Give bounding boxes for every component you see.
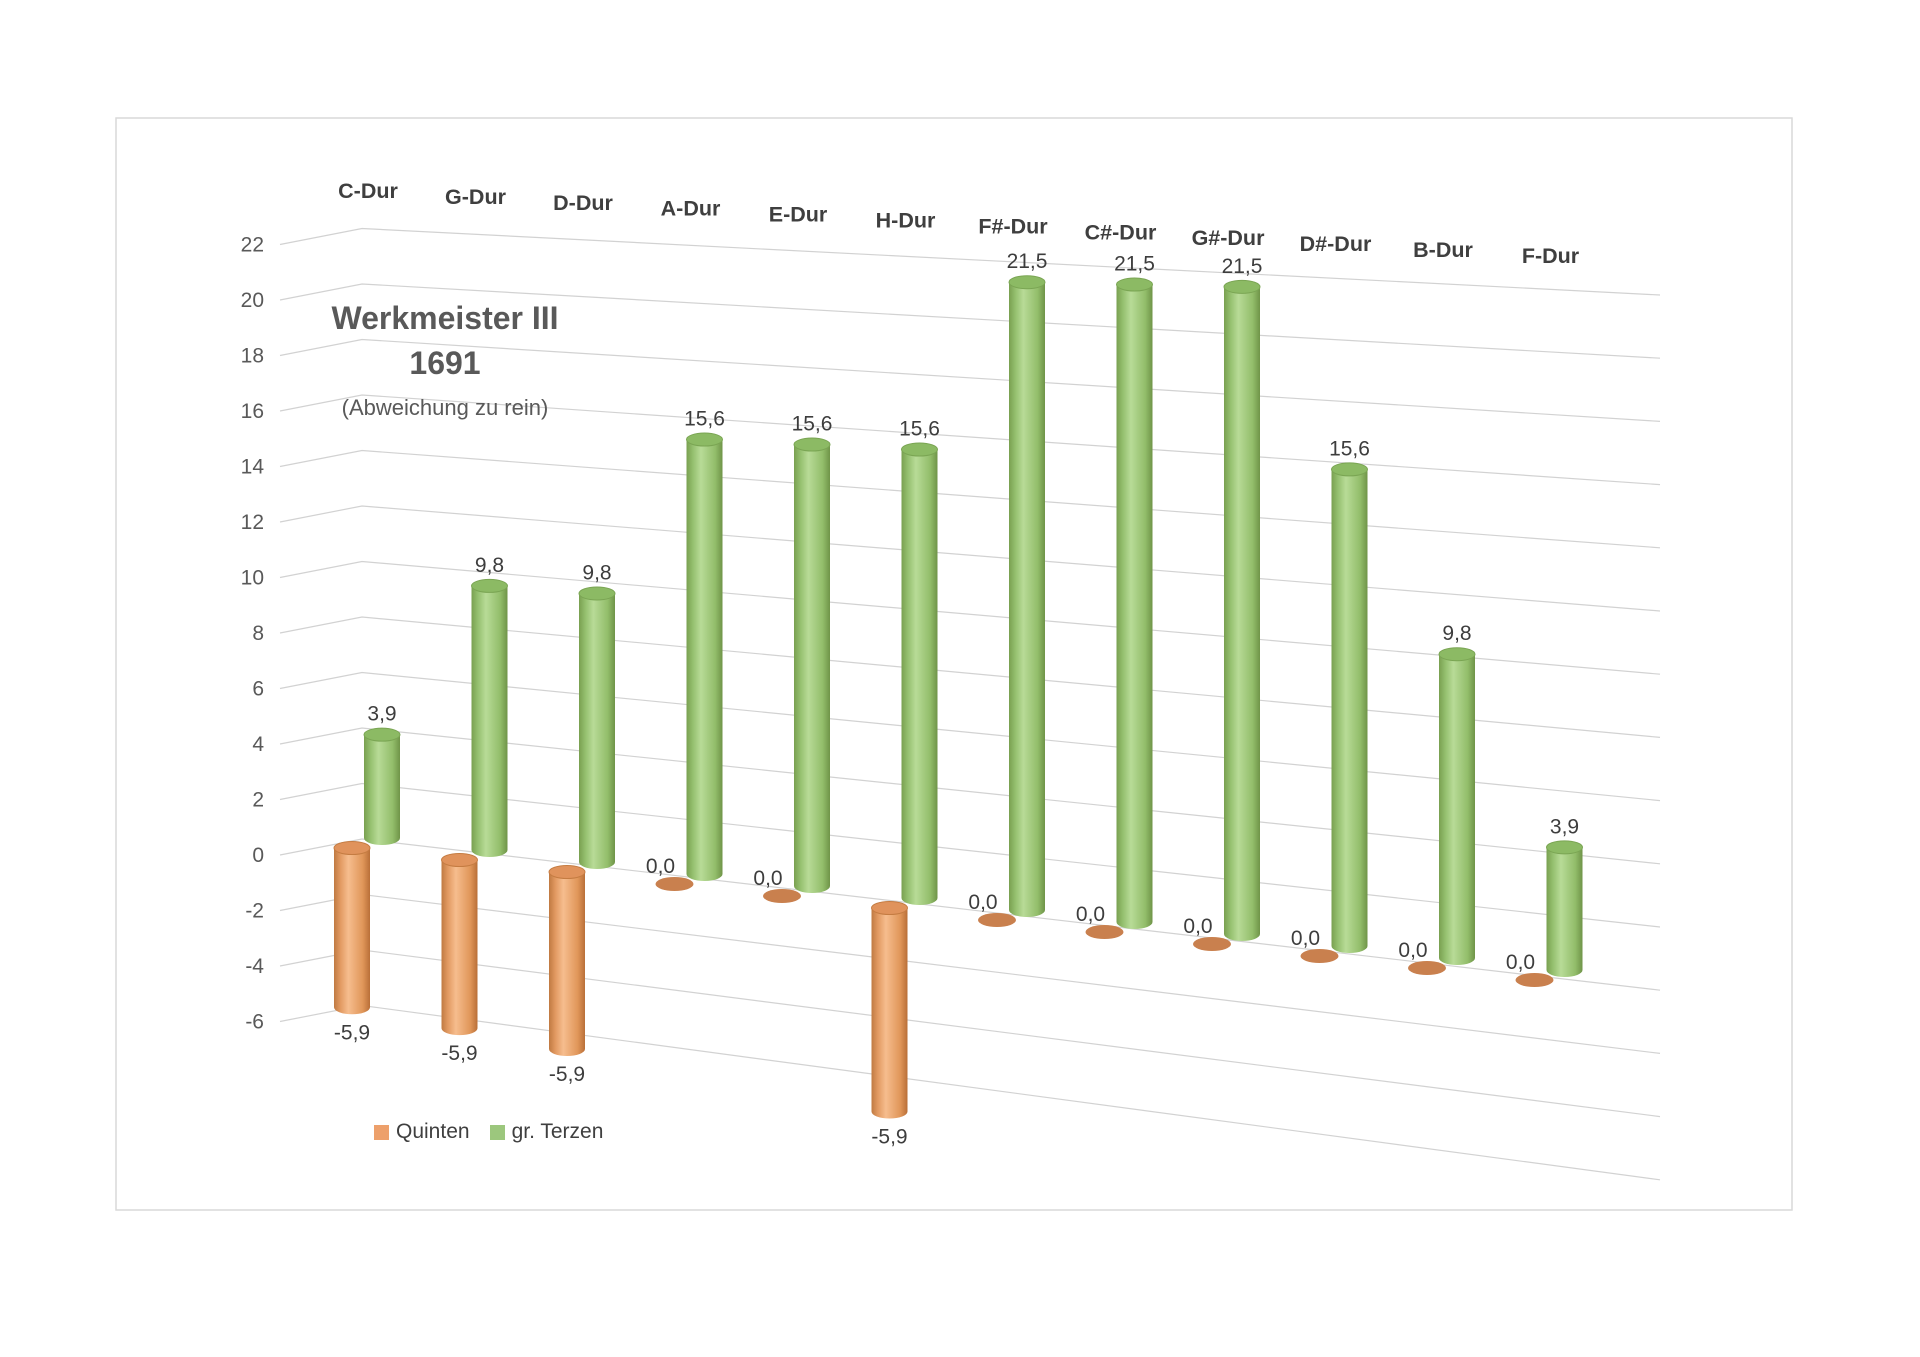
svg-text:C#-Dur: C#-Dur bbox=[1085, 220, 1157, 244]
svg-text:0,0: 0,0 bbox=[1076, 903, 1105, 926]
svg-text:3,9: 3,9 bbox=[367, 703, 396, 726]
quinten-swatch-icon bbox=[374, 1124, 389, 1140]
svg-text:15,6: 15,6 bbox=[1329, 437, 1370, 460]
svg-text:C-Dur: C-Dur bbox=[338, 179, 398, 203]
svg-text:0,0: 0,0 bbox=[1291, 927, 1320, 950]
svg-text:14: 14 bbox=[241, 456, 265, 479]
legend-item-terzen: gr. Terzen bbox=[489, 1120, 604, 1143]
svg-text:A-Dur: A-Dur bbox=[661, 197, 721, 221]
svg-text:22: 22 bbox=[241, 234, 264, 257]
svg-text:0,0: 0,0 bbox=[1506, 951, 1535, 974]
chart-legend: Quinten gr. Terzen bbox=[374, 1121, 603, 1143]
svg-text:8: 8 bbox=[252, 622, 264, 645]
svg-text:0,0: 0,0 bbox=[1183, 915, 1212, 938]
svg-text:20: 20 bbox=[241, 289, 264, 312]
svg-text:9,8: 9,8 bbox=[582, 561, 611, 584]
svg-text:0,0: 0,0 bbox=[1398, 939, 1427, 962]
svg-text:F-Dur: F-Dur bbox=[1522, 244, 1580, 268]
svg-text:10: 10 bbox=[241, 567, 264, 590]
svg-text:-4: -4 bbox=[245, 955, 264, 978]
svg-text:18: 18 bbox=[241, 345, 264, 368]
svg-text:G-Dur: G-Dur bbox=[445, 185, 507, 209]
svg-text:21,5: 21,5 bbox=[1007, 250, 1048, 273]
chart-title: Werkmeister III bbox=[331, 300, 559, 336]
svg-text:G#-Dur: G#-Dur bbox=[1192, 226, 1266, 250]
chart-title-block: Werkmeister III 1691 (Abweichung zu rein… bbox=[245, 300, 645, 421]
svg-text:0,0: 0,0 bbox=[968, 891, 997, 914]
svg-text:15,6: 15,6 bbox=[684, 408, 725, 431]
svg-text:9,8: 9,8 bbox=[1442, 622, 1471, 645]
svg-text:-6: -6 bbox=[245, 1011, 264, 1034]
svg-text:0,0: 0,0 bbox=[753, 867, 782, 890]
legend-label-terzen: gr. Terzen bbox=[511, 1120, 604, 1143]
chart-subtitle: 1691 bbox=[409, 345, 481, 381]
svg-text:12: 12 bbox=[241, 511, 264, 534]
svg-text:4: 4 bbox=[252, 733, 264, 756]
svg-text:6: 6 bbox=[252, 678, 264, 701]
svg-text:2: 2 bbox=[252, 789, 264, 812]
svg-text:-5,9: -5,9 bbox=[334, 1021, 370, 1044]
svg-text:H-Dur: H-Dur bbox=[876, 209, 936, 233]
legend-label-quinten: Quinten bbox=[396, 1120, 470, 1143]
svg-text:-2: -2 bbox=[245, 900, 264, 923]
legend-item-quinten: Quinten bbox=[374, 1121, 470, 1143]
svg-text:F#-Dur: F#-Dur bbox=[978, 214, 1048, 238]
svg-text:D-Dur: D-Dur bbox=[553, 191, 613, 215]
svg-text:9,8: 9,8 bbox=[475, 554, 504, 577]
terzen-swatch-icon bbox=[489, 1124, 505, 1140]
svg-text:3,9: 3,9 bbox=[1550, 815, 1579, 838]
svg-text:D#-Dur: D#-Dur bbox=[1300, 232, 1372, 256]
svg-text:15,6: 15,6 bbox=[792, 413, 833, 436]
svg-text:E-Dur: E-Dur bbox=[769, 203, 828, 227]
chart-note: (Abweichung zu rein) bbox=[341, 395, 549, 420]
svg-text:0: 0 bbox=[252, 844, 264, 867]
svg-text:16: 16 bbox=[241, 400, 264, 423]
svg-text:-5,9: -5,9 bbox=[441, 1042, 477, 1065]
svg-text:B-Dur: B-Dur bbox=[1413, 238, 1473, 262]
svg-text:-5,9: -5,9 bbox=[871, 1126, 907, 1149]
svg-text:21,5: 21,5 bbox=[1222, 255, 1263, 278]
svg-text:21,5: 21,5 bbox=[1114, 253, 1155, 276]
svg-text:15,6: 15,6 bbox=[899, 418, 940, 441]
svg-text:0,0: 0,0 bbox=[646, 855, 675, 878]
svg-text:-5,9: -5,9 bbox=[549, 1063, 585, 1086]
